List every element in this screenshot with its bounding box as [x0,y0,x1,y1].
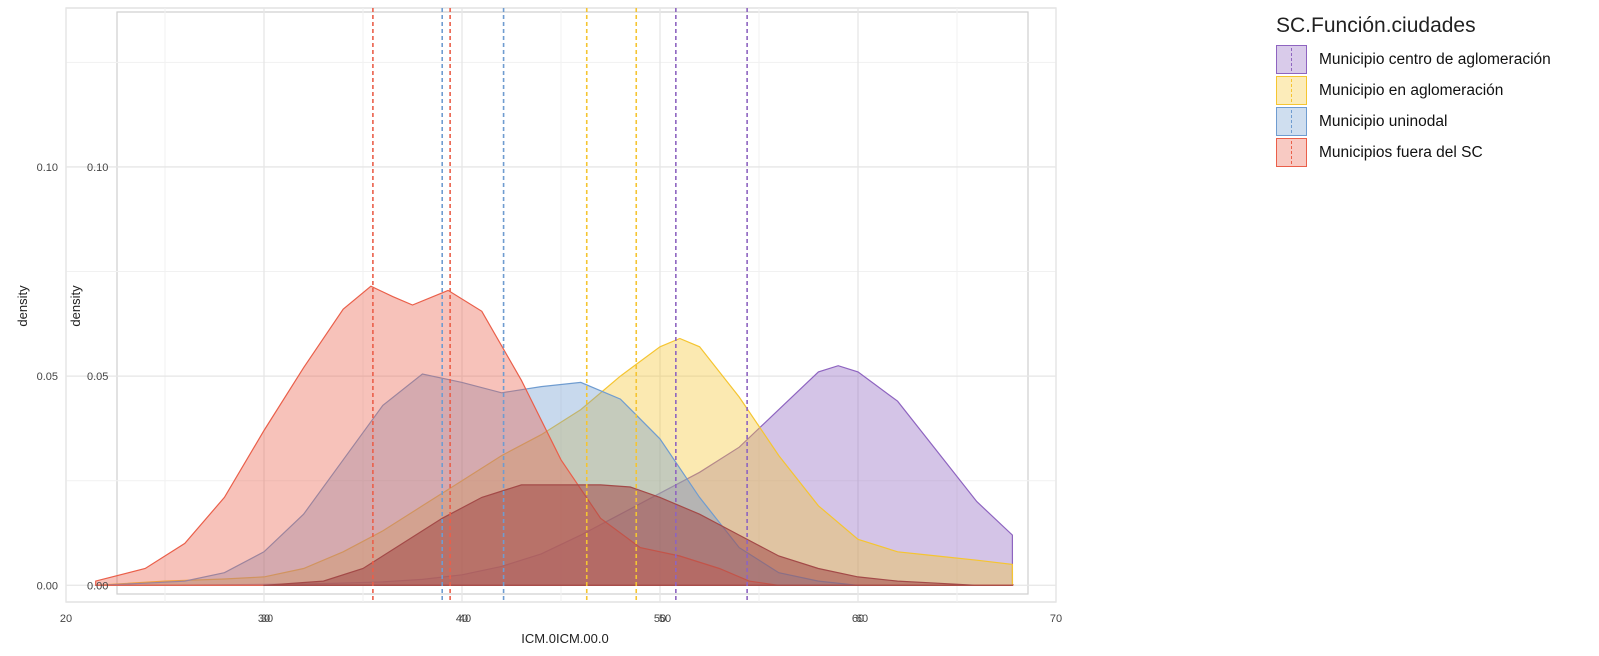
legend-item: Municipio centro de aglomeración [1276,44,1551,75]
inset-y-tick-label: 0.00 [87,580,108,592]
y-tick-label: 0.05 [37,371,58,383]
legend-label: Municipio uninodal [1319,112,1448,130]
inset-y-tick-label: 0.10 [87,162,108,174]
legend-items: Municipio centro de aglomeración Municipi… [1276,44,1551,168]
legend-label: Municipio centro de aglomeración [1319,50,1551,68]
legend-key-swatch [1276,76,1307,105]
legend-key-swatch [1276,45,1307,74]
legend-key-swatch [1276,138,1307,167]
inset-x-tick-label: 40 [459,613,471,625]
inset-y-axis-title: density [68,285,83,327]
x-tick-label: 50 [654,613,666,625]
inset-x-tick-label: 60 [856,613,868,625]
legend-item: Municipio uninodal [1276,106,1551,137]
inset-x-tick-label: 30 [261,613,273,625]
x-tick-label: 70 [1050,613,1062,625]
x-axis-title: ICM.0ICM.00.0 [521,631,608,646]
x-tick-label: 20 [60,613,72,625]
legend-key-swatch [1276,107,1307,136]
legend-label: Municipio en aglomeración [1319,81,1504,99]
mean-lines [372,8,748,602]
density-area-overlap [263,484,1015,586]
legend-label: Municipios fuera del SC [1319,143,1483,161]
x-tick-label: 30 [258,613,270,625]
density-areas [95,285,1015,586]
density-area-municipio-en-aglomeracion [95,337,1014,586]
legend: SC.Función.ciudades Municipio centro de … [1276,14,1551,168]
inset-x-tick-label: 50 [659,613,671,625]
y-tick-label: 0.00 [37,580,58,592]
inset-panel [116,11,1029,595]
legend-item: Municipio en aglomeración [1276,75,1551,106]
y-tick-label: 0.10 [37,162,58,174]
x-tick-label: 40 [456,613,468,625]
y-axis-title: density [15,285,30,327]
legend-title: SC.Función.ciudades [1276,14,1476,37]
x-tick-label: 60 [852,613,864,625]
legend-item: Municipios fuera del SC [1276,137,1551,168]
inset-y-tick-label: 0.05 [87,371,108,383]
